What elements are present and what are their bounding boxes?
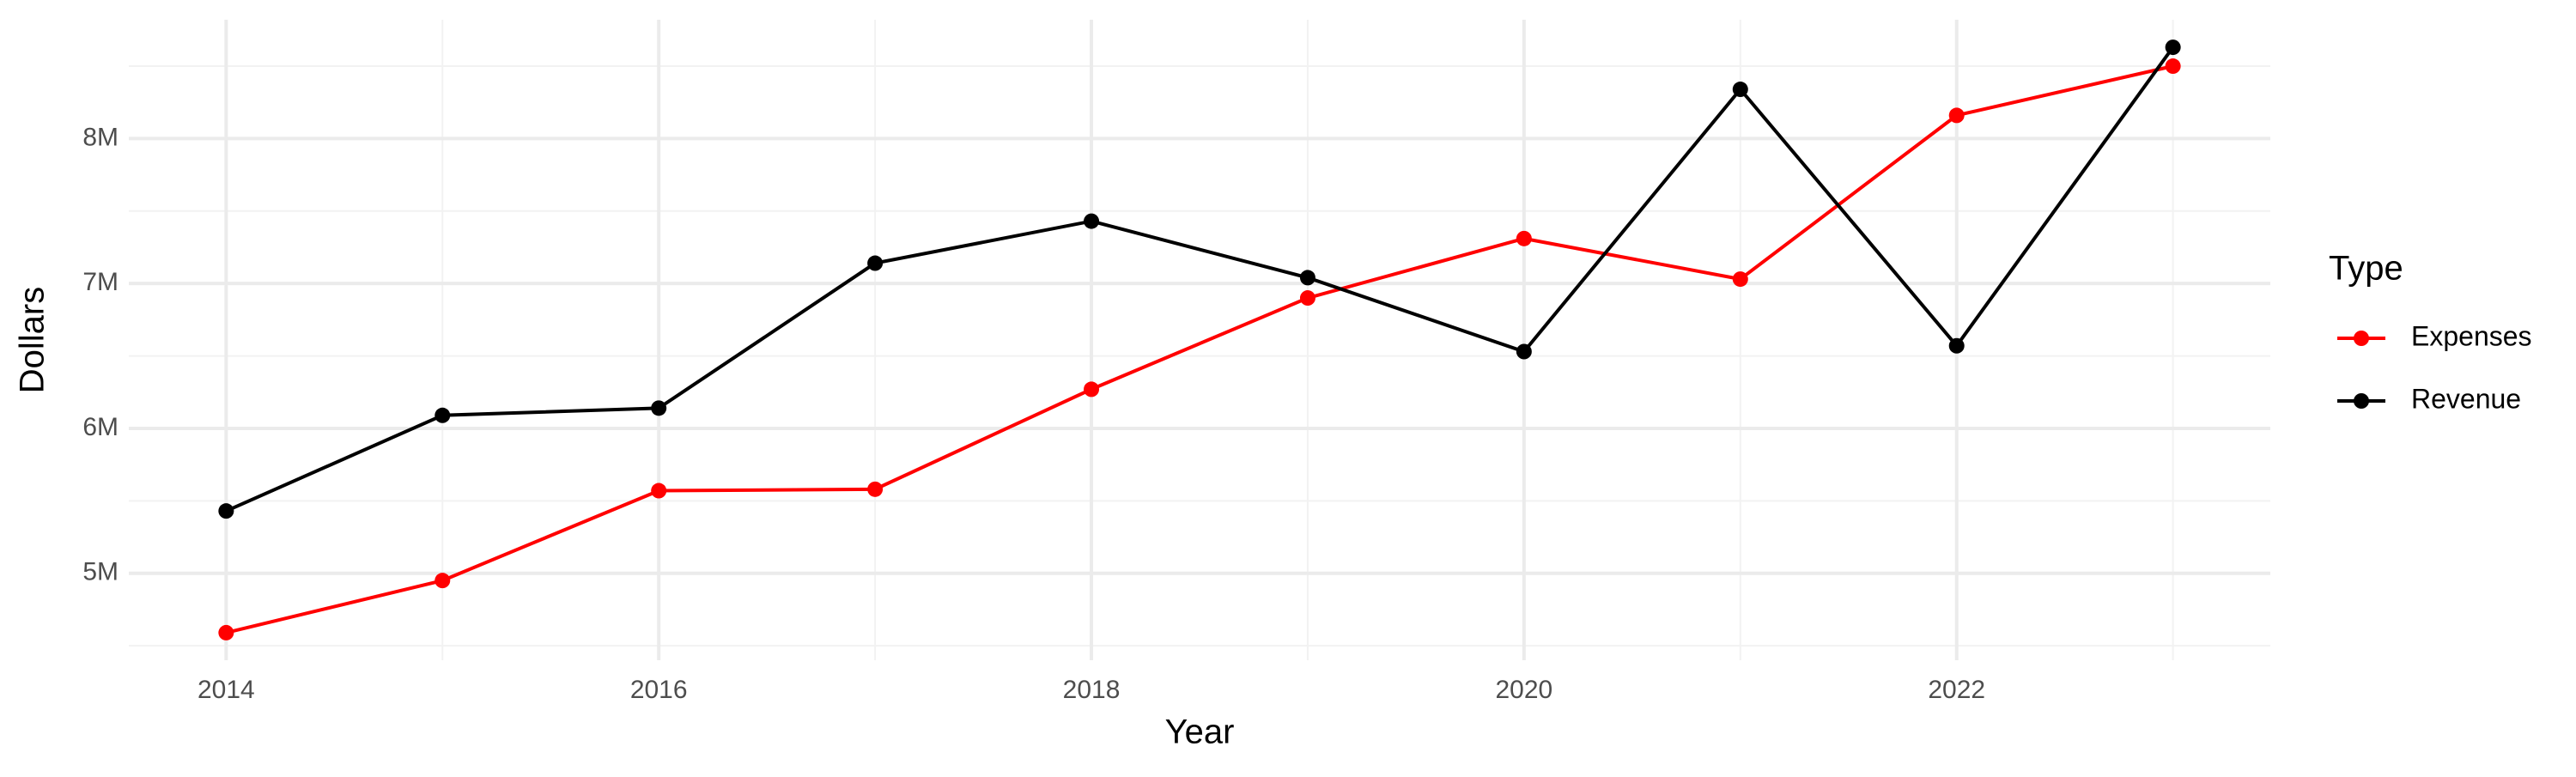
y-axis-title: Dollars (14, 287, 52, 393)
series-line (225, 46, 2175, 513)
legend-title: Type (2329, 250, 2403, 288)
data-point (1299, 290, 1315, 307)
x-axis-title: Year (1165, 713, 1235, 751)
data-point (651, 400, 667, 416)
data-point (2165, 39, 2181, 56)
legend-label: Expenses (2411, 320, 2532, 351)
x-tick-label: 2022 (1928, 676, 1985, 704)
data-point (2165, 58, 2181, 75)
data-point (867, 481, 884, 497)
data-point (1084, 213, 1100, 229)
data-point (1516, 230, 1532, 246)
y-tick-label: 6M (82, 413, 118, 441)
y-tick-label: 5M (82, 558, 118, 586)
data-point (1516, 343, 1532, 360)
x-tick-label: 2018 (1063, 676, 1121, 704)
grid (129, 20, 2270, 660)
x-tick-label: 2014 (197, 676, 255, 704)
data-point (218, 624, 234, 640)
legend-marker (2354, 331, 2369, 346)
data-point (651, 483, 667, 499)
x-tick-label: 2020 (1496, 676, 1553, 704)
data-point (867, 255, 884, 271)
data-point (218, 503, 234, 519)
data-point (1732, 82, 1748, 98)
series-line (225, 64, 2174, 634)
y-tick-label: 8M (82, 123, 118, 151)
data-point (434, 407, 451, 423)
data-point (1948, 107, 1965, 124)
data-point (1299, 270, 1315, 286)
data-point (1084, 381, 1100, 398)
y-tick-label: 7M (82, 268, 118, 296)
legend-label: Revenue (2411, 383, 2521, 414)
marks (218, 39, 2181, 640)
data-point (1948, 337, 1965, 354)
x-tick-label: 2016 (630, 676, 688, 704)
data-point (1732, 271, 1748, 288)
data-point (434, 573, 451, 589)
legend-marker (2354, 393, 2369, 409)
